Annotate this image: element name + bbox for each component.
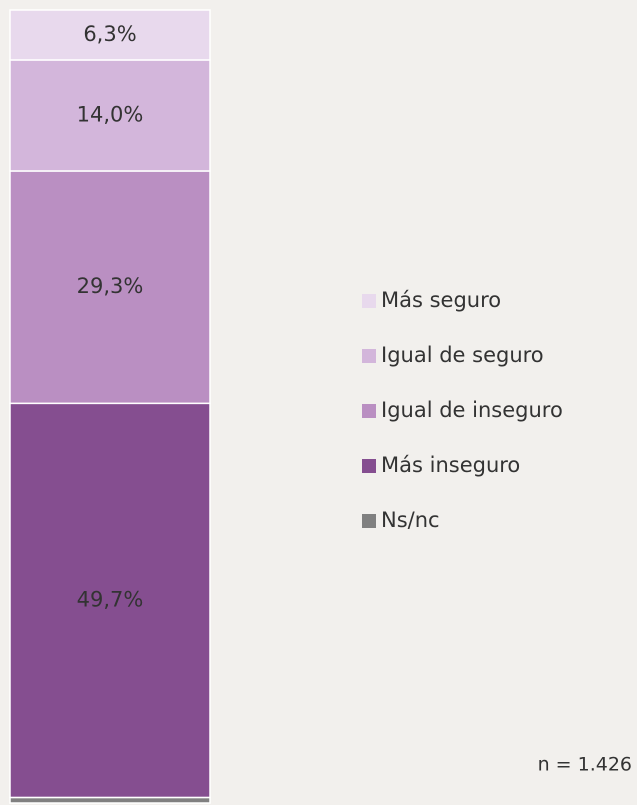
legend-label: Igual de seguro — [381, 343, 544, 367]
legend-swatch — [362, 294, 376, 308]
value-label: 29,3% — [77, 274, 144, 298]
value-label: 49,7% — [77, 587, 144, 611]
annotation: n = 1.426 — [538, 754, 632, 776]
bar-segment — [9, 59, 211, 172]
legend-label: Más seguro — [381, 288, 501, 312]
bar-segment — [9, 402, 211, 799]
value-label: 14,0% — [77, 102, 144, 126]
bar-segment — [9, 9, 211, 61]
legend-label: Más inseguro — [381, 453, 520, 477]
bar-segment — [9, 796, 211, 804]
legend-swatch — [362, 349, 376, 363]
legend-label: Ns/nc — [381, 508, 440, 532]
legend-swatch — [362, 404, 376, 418]
legend-swatch — [362, 459, 376, 473]
legend-swatch — [362, 514, 376, 528]
legend-label: Igual de inseguro — [381, 398, 563, 422]
value-label: 6,3% — [83, 22, 136, 46]
